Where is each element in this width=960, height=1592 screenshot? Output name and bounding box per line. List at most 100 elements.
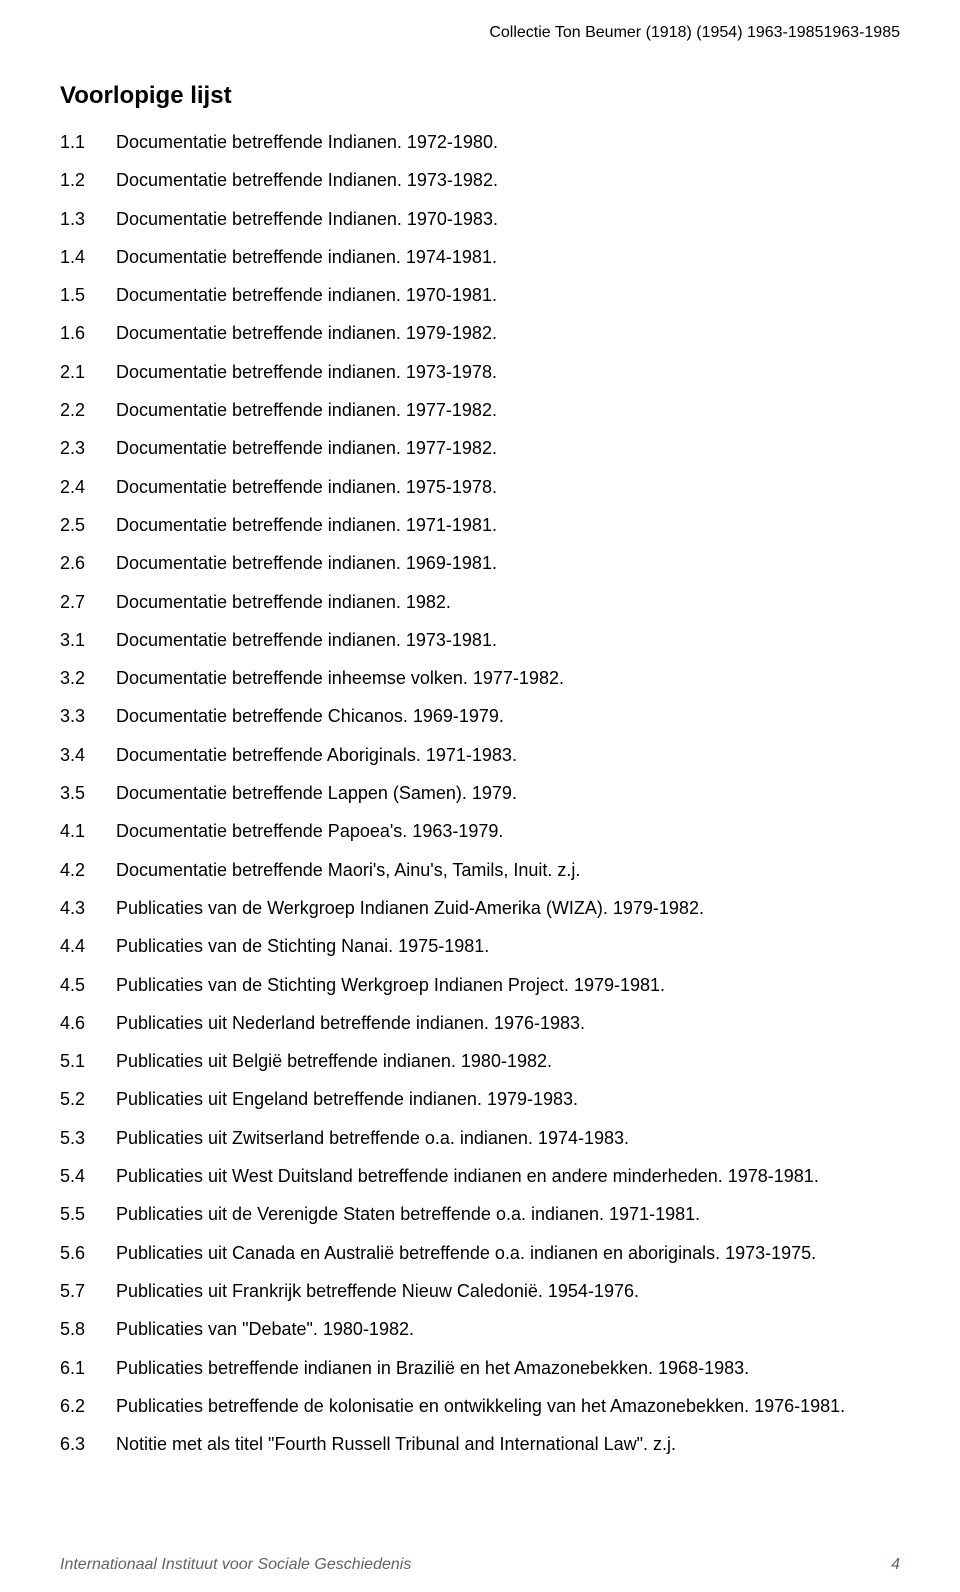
list-item: 1.1Documentatie betreffende Indianen. 19… [60,130,900,154]
list-item: 4.6Publicaties uit Nederland betreffende… [60,1011,900,1035]
item-description: Documentatie betreffende indianen. 1975-… [116,475,900,499]
item-description: Publicaties betreffende de kolonisatie e… [116,1394,900,1418]
list-item: 2.1Documentatie betreffende indianen. 19… [60,360,900,384]
list-item: 3.1Documentatie betreffende indianen. 19… [60,628,900,652]
list-item: 5.8Publicaties van "Debate". 1980-1982. [60,1317,900,1341]
running-header: Collectie Ton Beumer (1918) (1954) 1963-… [60,24,900,42]
item-description: Publicaties van "Debate". 1980-1982. [116,1317,900,1341]
item-description: Publicaties van de Werkgroep Indianen Zu… [116,896,900,920]
item-number: 2.4 [60,475,116,499]
item-description: Documentatie betreffende indianen. 1974-… [116,245,900,269]
item-number: 2.7 [60,590,116,614]
item-number: 6.3 [60,1432,116,1456]
item-number: 1.5 [60,283,116,307]
item-description: Documentatie betreffende indianen. 1973-… [116,628,900,652]
list-item: 6.2Publicaties betreffende de kolonisati… [60,1394,900,1418]
list-item: 5.2Publicaties uit Engeland betreffende … [60,1087,900,1111]
list-item: 6.1Publicaties betreffende indianen in B… [60,1356,900,1380]
item-description: Documentatie betreffende Lappen (Samen).… [116,781,900,805]
item-number: 4.1 [60,819,116,843]
footer-page-number: 4 [891,1556,900,1574]
list-item: 5.6Publicaties uit Canada en Australië b… [60,1241,900,1265]
item-number: 3.3 [60,704,116,728]
item-description: Notitie met als titel "Fourth Russell Tr… [116,1432,900,1456]
item-description: Publicaties van de Stichting Werkgroep I… [116,973,900,997]
item-number: 4.4 [60,934,116,958]
list-item: 2.3Documentatie betreffende indianen. 19… [60,436,900,460]
item-number: 5.6 [60,1241,116,1265]
item-description: Documentatie betreffende Indianen. 1972-… [116,130,900,154]
footer-org: Internationaal Instituut voor Sociale Ge… [60,1556,411,1574]
item-description: Documentatie betreffende indianen. 1977-… [116,398,900,422]
item-number: 5.5 [60,1202,116,1226]
list-item: 4.1Documentatie betreffende Papoea's. 19… [60,819,900,843]
item-number: 6.1 [60,1356,116,1380]
item-description: Publicaties uit de Verenigde Staten betr… [116,1202,900,1226]
item-number: 5.4 [60,1164,116,1188]
list-item: 5.5Publicaties uit de Verenigde Staten b… [60,1202,900,1226]
item-number: 4.5 [60,973,116,997]
item-description: Documentatie betreffende indianen. 1982. [116,590,900,614]
item-number: 3.1 [60,628,116,652]
list-item: 1.4Documentatie betreffende indianen. 19… [60,245,900,269]
item-number: 6.2 [60,1394,116,1418]
entries-list: 1.1Documentatie betreffende Indianen. 19… [60,130,900,1456]
footer: Internationaal Instituut voor Sociale Ge… [60,1556,900,1574]
item-number: 2.1 [60,360,116,384]
item-description: Publicaties van de Stichting Nanai. 1975… [116,934,900,958]
item-number: 5.1 [60,1049,116,1073]
item-number: 5.2 [60,1087,116,1111]
list-item: 2.4Documentatie betreffende indianen. 19… [60,475,900,499]
list-item: 3.5Documentatie betreffende Lappen (Same… [60,781,900,805]
item-description: Documentatie betreffende indianen. 1969-… [116,551,900,575]
item-description: Documentatie betreffende indianen. 1979-… [116,321,900,345]
item-number: 5.8 [60,1317,116,1341]
item-description: Documentatie betreffende indianen. 1970-… [116,283,900,307]
item-description: Documentatie betreffende indianen. 1973-… [116,360,900,384]
list-item: 5.7Publicaties uit Frankrijk betreffende… [60,1279,900,1303]
item-number: 2.3 [60,436,116,460]
page: Collectie Ton Beumer (1918) (1954) 1963-… [0,0,960,1592]
item-number: 2.2 [60,398,116,422]
list-item: 4.4Publicaties van de Stichting Nanai. 1… [60,934,900,958]
item-description: Documentatie betreffende Indianen. 1973-… [116,168,900,192]
list-item: 3.4Documentatie betreffende Aboriginals.… [60,743,900,767]
list-item: 3.2Documentatie betreffende inheemse vol… [60,666,900,690]
item-number: 2.5 [60,513,116,537]
item-number: 1.1 [60,130,116,154]
item-number: 3.5 [60,781,116,805]
item-number: 3.4 [60,743,116,767]
list-item: 1.3Documentatie betreffende Indianen. 19… [60,207,900,231]
list-item: 2.5Documentatie betreffende indianen. 19… [60,513,900,537]
item-description: Documentatie betreffende Indianen. 1970-… [116,207,900,231]
item-description: Publicaties uit Nederland betreffende in… [116,1011,900,1035]
item-description: Publicaties uit West Duitsland betreffen… [116,1164,900,1188]
list-item: 5.1Publicaties uit België betreffende in… [60,1049,900,1073]
item-number: 5.3 [60,1126,116,1150]
item-number: 1.3 [60,207,116,231]
list-item: 5.3Publicaties uit Zwitserland betreffen… [60,1126,900,1150]
section-title: Voorlopige lijst [60,82,900,110]
item-description: Publicaties uit Zwitserland betreffende … [116,1126,900,1150]
list-item: 1.6Documentatie betreffende indianen. 19… [60,321,900,345]
list-item: 4.3Publicaties van de Werkgroep Indianen… [60,896,900,920]
item-description: Documentatie betreffende indianen. 1977-… [116,436,900,460]
item-number: 4.3 [60,896,116,920]
item-number: 4.2 [60,858,116,882]
item-number: 4.6 [60,1011,116,1035]
item-description: Publicaties uit Canada en Australië betr… [116,1241,900,1265]
list-item: 2.6Documentatie betreffende indianen. 19… [60,551,900,575]
item-description: Publicaties uit Engeland betreffende ind… [116,1087,900,1111]
list-item: 4.5Publicaties van de Stichting Werkgroe… [60,973,900,997]
item-number: 3.2 [60,666,116,690]
item-description: Publicaties uit Frankrijk betreffende Ni… [116,1279,900,1303]
list-item: 1.2Documentatie betreffende Indianen. 19… [60,168,900,192]
item-number: 5.7 [60,1279,116,1303]
item-number: 2.6 [60,551,116,575]
item-description: Documentatie betreffende Maori's, Ainu's… [116,858,900,882]
list-item: 4.2Documentatie betreffende Maori's, Ain… [60,858,900,882]
item-description: Documentatie betreffende inheemse volken… [116,666,900,690]
item-description: Documentatie betreffende indianen. 1971-… [116,513,900,537]
list-item: 2.2Documentatie betreffende indianen. 19… [60,398,900,422]
item-description: Publicaties betreffende indianen in Braz… [116,1356,900,1380]
